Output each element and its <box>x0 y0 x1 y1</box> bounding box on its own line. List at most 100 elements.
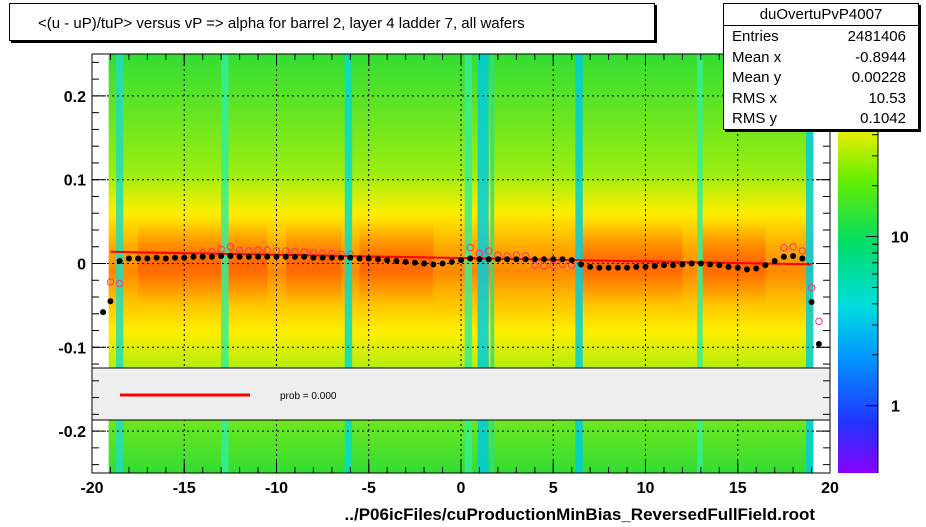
profile-point <box>531 256 538 263</box>
stats-row-mean-x: Mean x -0.8944 <box>724 47 918 68</box>
stats-label: RMS y <box>732 110 777 127</box>
profile-point <box>587 263 594 270</box>
profile-point <box>190 253 197 260</box>
profile-point <box>319 254 326 261</box>
profile-point <box>310 254 317 261</box>
profile-point <box>393 257 400 264</box>
stats-row-rms-y: RMS y 0.1042 <box>724 108 918 129</box>
x-tick-label: -10 <box>265 480 288 497</box>
profile-point <box>716 262 723 269</box>
y-tick-label: 0.1 <box>64 173 86 190</box>
profile-point <box>467 255 474 262</box>
x-tick-label: 20 <box>821 480 839 497</box>
x-tick-label: 10 <box>637 480 655 497</box>
profile-open-point <box>235 246 244 254</box>
heatmap-stripe <box>221 54 229 473</box>
profile-open-point <box>780 243 788 252</box>
profile-point <box>559 256 566 263</box>
footer-filename: ../P06icFiles/cuProductionMinBias_Revers… <box>345 505 816 524</box>
profile-open-point <box>115 279 124 288</box>
profile-point <box>504 256 511 263</box>
profile-point <box>125 255 132 262</box>
profile-point <box>651 263 658 270</box>
profile-point <box>107 298 114 305</box>
profile-point <box>550 256 557 263</box>
stats-label: Entries <box>732 28 779 45</box>
stats-label: Mean y <box>732 69 782 86</box>
profile-point <box>338 254 345 261</box>
profile-point <box>642 263 649 270</box>
y-tick-label: 0 <box>77 257 86 274</box>
profile-point <box>301 253 308 260</box>
profile-point <box>485 256 492 263</box>
profile-open-point <box>789 243 797 251</box>
profile-point <box>236 253 243 260</box>
stats-row-entries: Entries 2481406 <box>724 26 918 47</box>
profile-open-point <box>815 317 823 326</box>
profile-open-point <box>254 246 262 254</box>
stats-row-mean-y: Mean y 0.00228 <box>724 67 918 88</box>
stats-value: 2481406 <box>847 28 906 45</box>
profile-point <box>494 256 501 263</box>
stats-name: duOvertuPvP4007 <box>724 4 918 26</box>
profile-point <box>596 264 603 271</box>
profile-point <box>356 255 363 262</box>
profile-point <box>411 259 418 266</box>
profile-point <box>522 256 529 263</box>
profile-point <box>743 266 750 273</box>
profile-point <box>144 255 151 262</box>
profile-open-point <box>798 247 807 255</box>
profile-point <box>328 254 335 261</box>
chart-title: <(u - uP)/tuP> versus vP => alpha for ba… <box>38 15 525 32</box>
profile-point <box>633 263 640 270</box>
profile-point <box>808 299 815 306</box>
x-tick-label: 0 <box>457 480 466 497</box>
stats-box: duOvertuPvP4007 Entries 2481406 Mean x -… <box>723 3 919 130</box>
color-scale-label: 10 <box>891 230 909 247</box>
x-tick-label: -20 <box>80 480 103 497</box>
profile-point <box>762 262 769 269</box>
stats-value: 0.1042 <box>860 110 906 127</box>
profile-point <box>291 253 298 260</box>
profile-point <box>227 252 234 259</box>
profile-open-point <box>263 246 271 254</box>
profile-point <box>135 255 142 262</box>
stats-label: RMS x <box>732 89 777 107</box>
profile-point <box>100 309 107 316</box>
profile-point <box>273 253 280 260</box>
profile-point <box>181 254 188 261</box>
profile-point <box>153 254 160 261</box>
profile-point <box>402 258 409 265</box>
profile-point <box>568 257 575 264</box>
y-tick-label: 0.2 <box>64 89 86 106</box>
profile-point <box>255 253 262 260</box>
plot-area: prob = 0.000 <box>91 54 831 473</box>
stats-value: 10.53 <box>868 89 906 107</box>
profile-open-point <box>226 243 235 251</box>
axes: -20 -15 -10 -5 0 5 10 15 20 -0.2 -0.1 0 0.1 0.2 <box>58 53 839 497</box>
profile-open-point <box>540 262 548 270</box>
profile-open-point <box>807 284 816 292</box>
profile-point <box>697 260 704 267</box>
y-tick-label: -0.2 <box>58 424 86 441</box>
profile-point <box>347 254 354 261</box>
profile-point <box>439 260 446 267</box>
profile-point <box>790 252 797 259</box>
profile-point <box>421 260 428 267</box>
profile-point <box>577 261 584 268</box>
profile-point <box>264 253 271 260</box>
profile-point <box>725 263 732 270</box>
profile-open-point <box>466 243 474 252</box>
profile-point <box>799 255 806 262</box>
profile-point <box>448 258 455 265</box>
profile-point <box>771 257 778 264</box>
profile-point <box>208 253 215 260</box>
profile-point <box>513 256 520 263</box>
profile-point <box>430 261 437 268</box>
profile-point <box>458 257 464 264</box>
profile-point <box>476 256 483 263</box>
stats-label: Mean x <box>732 48 782 66</box>
profile-point <box>707 261 714 268</box>
color-scale-label: 1 <box>891 399 900 416</box>
